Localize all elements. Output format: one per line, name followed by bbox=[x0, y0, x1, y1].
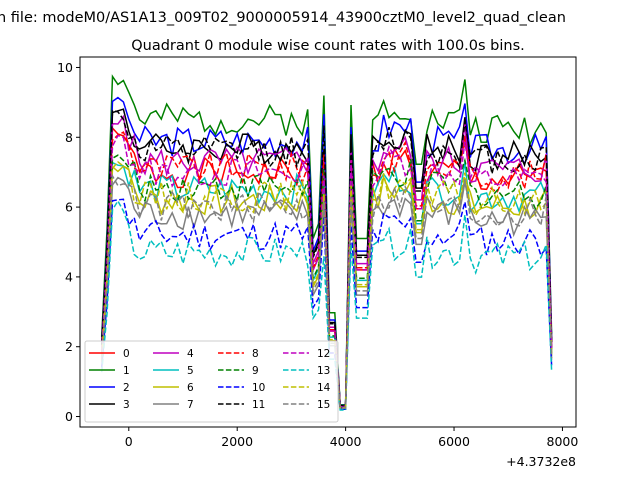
y-tick-label: 0 bbox=[65, 409, 73, 424]
y-tick-label: 4 bbox=[65, 269, 73, 284]
x-tick-label: 6000 bbox=[438, 434, 470, 449]
legend-label: 9 bbox=[252, 365, 259, 377]
series-line-15 bbox=[100, 173, 553, 409]
legend-label: 0 bbox=[123, 348, 130, 360]
legend-label: 14 bbox=[317, 382, 331, 394]
figure-suptitle: n file: modeM0/AS1A13_009T02_9000005914_… bbox=[0, 10, 566, 26]
legend-box bbox=[84, 340, 339, 423]
y-tick-label: 2 bbox=[65, 339, 73, 354]
legend-label: 7 bbox=[187, 399, 194, 411]
legend-label: 2 bbox=[123, 382, 130, 394]
legend-label: 5 bbox=[187, 365, 194, 377]
series-line-11 bbox=[100, 109, 553, 407]
x-tick-label: 8000 bbox=[547, 434, 579, 449]
legend-label: 1 bbox=[123, 365, 130, 377]
x-tick-label: 0 bbox=[125, 434, 133, 449]
x-axis-offset-label: +4.3732e8 bbox=[506, 454, 576, 469]
chart-title: Quadrant 0 module wise count rates with … bbox=[131, 38, 525, 54]
series-line-13 bbox=[100, 199, 553, 411]
legend-label: 6 bbox=[187, 382, 194, 394]
legend-label: 12 bbox=[317, 348, 330, 360]
series-line-8 bbox=[100, 131, 553, 408]
series-layer bbox=[100, 74, 553, 411]
legend-label: 3 bbox=[123, 399, 130, 411]
y-tick-label: 6 bbox=[65, 200, 73, 215]
y-tick-label: 10 bbox=[57, 60, 73, 75]
y-tick-label: 8 bbox=[65, 130, 73, 145]
legend-label: 13 bbox=[317, 365, 330, 377]
legend-label: 4 bbox=[187, 348, 194, 360]
legend-label: 8 bbox=[252, 348, 259, 360]
y-axis: 0 2 4 6 8 10 bbox=[57, 60, 80, 424]
x-axis: 0 2000 4000 6000 8000 bbox=[125, 427, 579, 449]
legend-label: 15 bbox=[317, 399, 330, 411]
plot-area-frame bbox=[79, 56, 577, 428]
legend-label: 11 bbox=[252, 399, 265, 411]
legend-label: 10 bbox=[252, 382, 265, 394]
x-tick-label: 4000 bbox=[330, 434, 362, 449]
x-tick-label: 2000 bbox=[221, 434, 253, 449]
